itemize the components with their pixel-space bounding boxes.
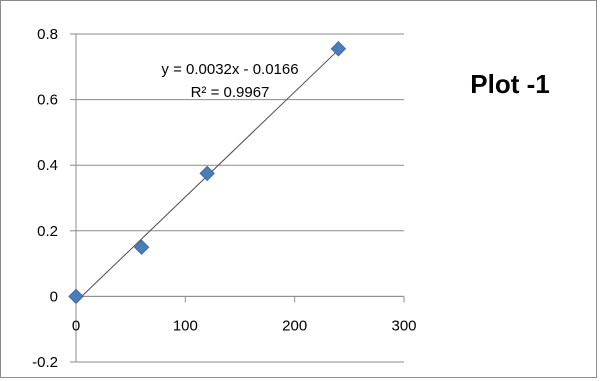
x-tick-label: 0 [72, 317, 80, 334]
y-tick-label: 0 [50, 288, 58, 305]
data-point [133, 239, 150, 255]
data-point [199, 165, 215, 182]
trendline-equation: y = 0.0032x - 0.0166 [161, 61, 298, 78]
x-tick-labels: 0 100 200 300 [72, 296, 417, 334]
x-tick-label: 100 [173, 317, 198, 334]
y-tick-label: 0.8 [37, 26, 58, 43]
data-point [68, 288, 84, 305]
axes [75, 34, 404, 362]
r-squared-label: R² = 0.9967 [191, 84, 270, 101]
x-tick-label: 300 [391, 317, 416, 334]
y-tick-labels: 0.8 0.6 0.4 0.2 0 -0.2 [32, 26, 76, 371]
y-tick-label: 0.4 [37, 157, 58, 174]
y-tick-label: 0.2 [37, 223, 58, 240]
data-points [68, 41, 347, 305]
y-tick-label: 0.6 [37, 92, 58, 109]
data-point [330, 41, 347, 57]
y-tick-label: -0.2 [32, 354, 58, 371]
plot-title: Plot -1 [470, 69, 549, 99]
x-tick-label: 200 [282, 317, 307, 334]
